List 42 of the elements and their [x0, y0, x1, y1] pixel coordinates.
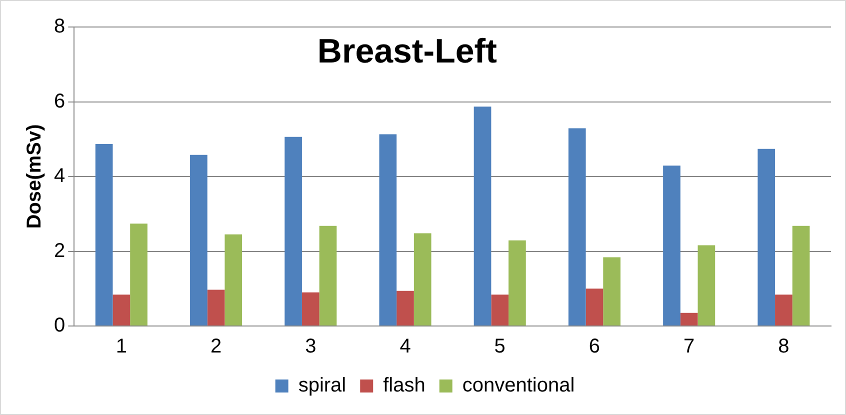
y-tick-label: 4 — [54, 165, 66, 188]
bar — [758, 148, 776, 326]
bar — [698, 245, 716, 326]
bar — [112, 294, 130, 326]
y-tick-label: 8 — [54, 16, 66, 38]
bar — [319, 226, 337, 326]
legend-label: conventional — [462, 374, 575, 397]
bar — [474, 106, 492, 326]
legend-label: flash — [383, 374, 426, 397]
x-tick-label: 8 — [778, 336, 790, 358]
bar — [568, 128, 586, 326]
y-axis-title: Dose(mSv) — [24, 124, 46, 229]
bar — [603, 257, 620, 326]
bar — [302, 292, 320, 326]
bar — [207, 290, 225, 326]
bar — [792, 226, 810, 326]
y-tick-label: 0 — [54, 314, 66, 337]
bar — [508, 240, 526, 326]
bar — [130, 224, 148, 326]
bar — [775, 294, 792, 326]
bar — [396, 290, 414, 326]
chart-title: Breast-Left — [317, 32, 497, 70]
x-tick-label: 6 — [588, 336, 600, 358]
bar — [190, 154, 208, 326]
x-tick-label: 7 — [684, 336, 695, 358]
bar — [491, 294, 509, 326]
y-tick-label: 6 — [54, 90, 66, 112]
x-tick-label: 5 — [494, 336, 506, 358]
bar — [586, 288, 604, 326]
x-tick-label: 3 — [305, 336, 316, 358]
bar — [379, 134, 397, 326]
y-tick-label: 2 — [54, 240, 66, 262]
bar — [224, 234, 242, 326]
x-tick-label: 1 — [116, 336, 127, 358]
x-tick-label: 4 — [400, 336, 411, 358]
bar — [284, 136, 302, 326]
bar — [414, 233, 432, 326]
x-tick-label: 2 — [210, 336, 222, 358]
bar — [680, 312, 698, 326]
bar — [95, 144, 113, 326]
legend-label: spiral — [298, 374, 346, 397]
bar — [663, 166, 680, 326]
